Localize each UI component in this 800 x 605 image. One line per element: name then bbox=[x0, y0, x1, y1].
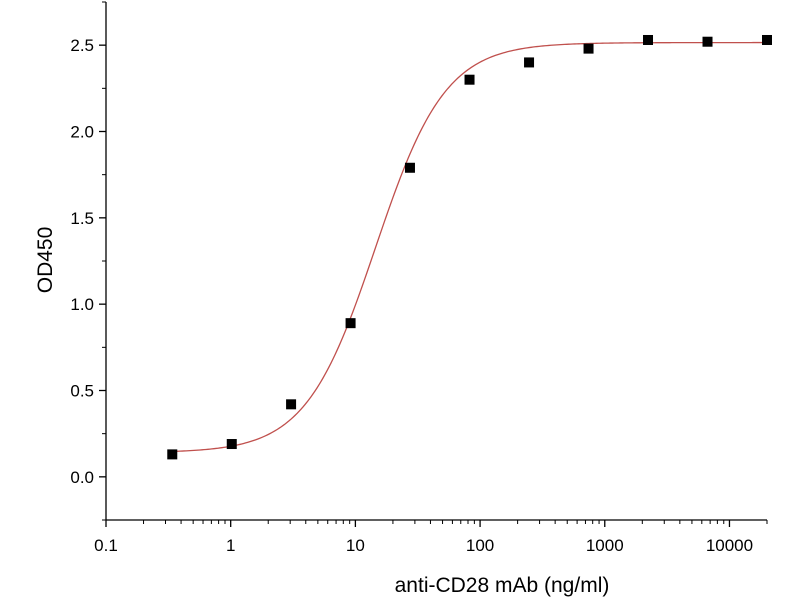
data-point-marker bbox=[524, 57, 535, 68]
x-tick-label: 10 bbox=[346, 536, 365, 555]
y-tick-label: 1.0 bbox=[70, 295, 94, 314]
data-point-marker bbox=[702, 36, 713, 47]
data-point-marker bbox=[643, 34, 654, 45]
y-tick-label: 0.5 bbox=[70, 382, 94, 401]
data-point-marker bbox=[286, 399, 297, 410]
data-point-marker bbox=[404, 162, 415, 173]
x-tick-label: 0.1 bbox=[94, 536, 118, 555]
data-point-marker bbox=[226, 439, 237, 450]
y-axis-label: OD450 bbox=[34, 227, 57, 294]
axes: 0.0 0.5 1.0 1.5 2.0 2.5 0.1 1 10 100 1000 10000 bbox=[70, 1, 768, 555]
x-tick-label: 10000 bbox=[706, 536, 753, 555]
y-tick-label: 1.5 bbox=[70, 209, 94, 228]
y-tick-label: 2.5 bbox=[70, 36, 94, 55]
data-point-marker bbox=[762, 34, 772, 45]
x-tick-label: 1000 bbox=[586, 536, 624, 555]
fit-curve bbox=[172, 41, 767, 453]
data-point-marker bbox=[167, 449, 178, 460]
y-tick-label: 2.0 bbox=[70, 123, 94, 142]
x-axis-label: anti-CD28 mAb (ng/ml) bbox=[395, 574, 610, 597]
fit-curve-layer bbox=[172, 41, 767, 453]
data-point-marker bbox=[464, 74, 475, 85]
data-points bbox=[167, 34, 772, 460]
data-point-marker bbox=[345, 318, 356, 329]
x-tick-label: 100 bbox=[466, 536, 494, 555]
data-point-marker bbox=[583, 43, 594, 54]
y-tick-label: 0.0 bbox=[70, 468, 94, 487]
x-tick-label: 1 bbox=[226, 536, 235, 555]
